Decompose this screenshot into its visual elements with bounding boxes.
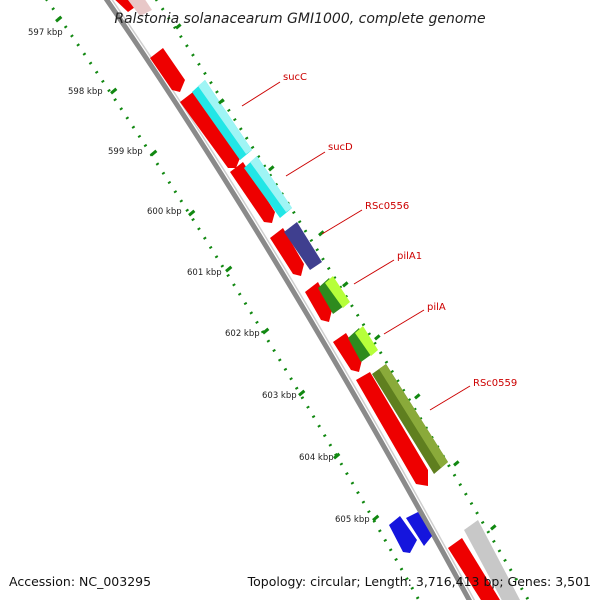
tick-label: 598 kbp <box>68 87 103 97</box>
accession-text: Accession: NC_003295 <box>9 574 151 589</box>
gene-label-RSc0559: RSc0559 <box>473 378 517 389</box>
tick-labels: 597 kbp 598 kbp 599 kbp 600 kbp 601 kbp … <box>28 28 370 525</box>
grey-feature <box>464 520 520 600</box>
leader-line-sucC <box>241 81 281 107</box>
map-title: Ralstonia solanacearum GMI1000, complete… <box>114 11 485 27</box>
cds-arrow <box>270 228 304 276</box>
gene-label-sucD: sucD <box>328 142 353 153</box>
leader-line-RSc0556 <box>321 209 363 235</box>
tick-label: 597 kbp <box>28 28 63 38</box>
named-features <box>128 0 520 600</box>
cds-arrow <box>150 48 185 92</box>
tick-label: 600 kbp <box>147 207 182 217</box>
tick-label: 601 kbp <box>187 268 222 278</box>
leader-line-pilA1 <box>353 259 395 285</box>
backbone <box>103 0 476 600</box>
cds-arrow <box>180 92 240 168</box>
leader-line-RSc0559 <box>429 385 471 411</box>
blue-feature <box>406 512 432 546</box>
cds-arrow <box>356 372 428 486</box>
cds-red-features <box>115 0 500 600</box>
tick-label: 603 kbp <box>262 391 297 401</box>
gene-pilA1 <box>318 278 344 314</box>
blue-feature <box>389 516 417 553</box>
cds-arrow <box>305 282 332 322</box>
label-leaders <box>241 81 471 411</box>
cds-arrow <box>448 538 500 600</box>
gene-RSc0556 <box>284 222 322 270</box>
outer-markers <box>175 23 497 531</box>
tick-label: 604 kbp <box>299 453 334 463</box>
leader-line-sucD <box>285 151 326 177</box>
tick-label: 605 kbp <box>335 515 370 525</box>
cds-arrow <box>333 333 362 372</box>
gene-label-pilA: pilA <box>427 302 446 313</box>
gene-labels: sucC sucD RSc0556 pilA1 pilA RSc0559 <box>283 72 517 389</box>
gene-pilA <box>348 328 372 362</box>
gene-label-sucC: sucC <box>283 72 307 83</box>
tick-label: 602 kbp <box>225 329 260 339</box>
cds-arrow <box>230 162 275 223</box>
tick-label: 599 kbp <box>108 147 143 157</box>
leader-line-pilA <box>383 309 425 335</box>
gene-label-RSc0556: RSc0556 <box>365 201 409 212</box>
genome-summary-text: Topology: circular; Length: 3,716,413 bp… <box>247 574 591 589</box>
inner-markers <box>55 15 380 522</box>
gene-label-pilA1: pilA1 <box>397 251 422 262</box>
grey-feature <box>128 0 152 16</box>
backbone-line <box>103 0 472 600</box>
